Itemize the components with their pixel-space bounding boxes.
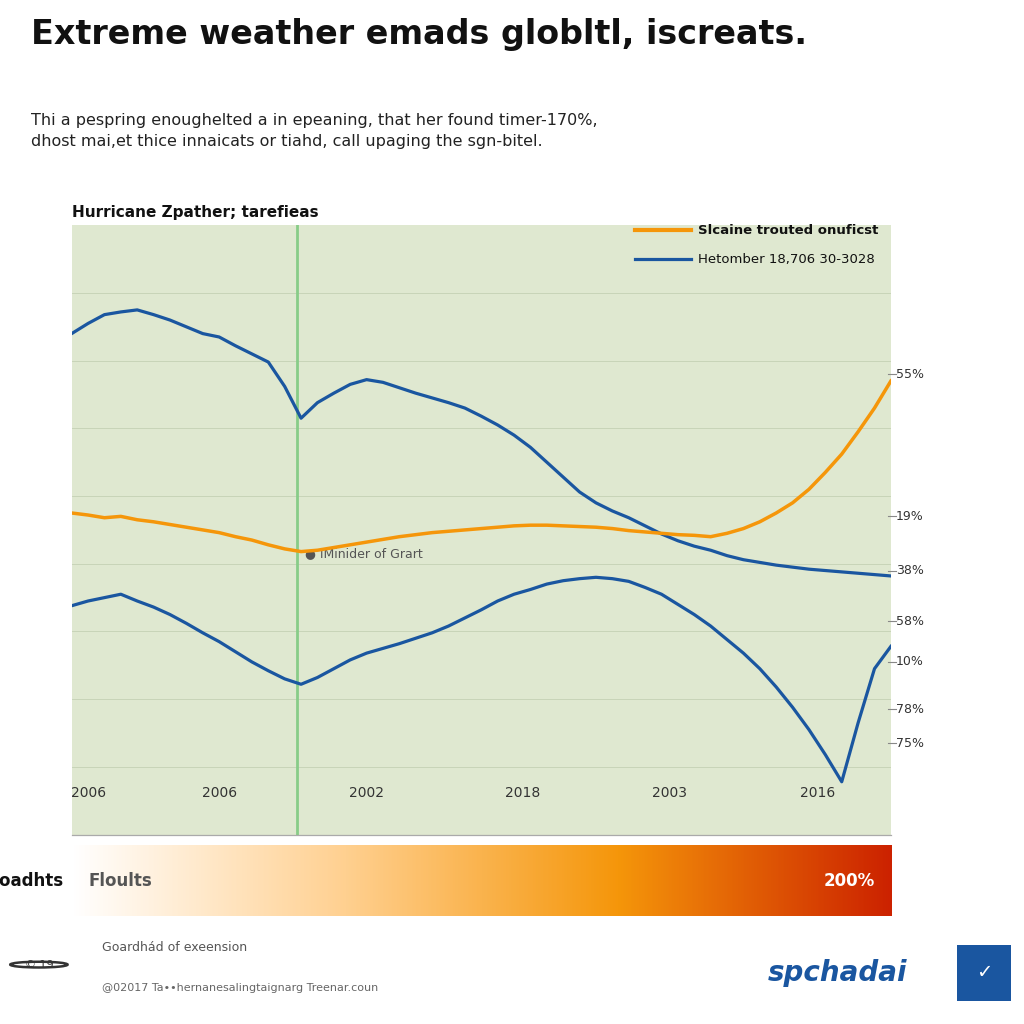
FancyBboxPatch shape: [957, 945, 1011, 1001]
Text: 2002: 2002: [349, 785, 384, 800]
Text: 10%: 10%: [896, 655, 924, 669]
Text: ✓: ✓: [976, 964, 992, 982]
Text: Floults: Floults: [88, 871, 152, 890]
Text: 2018: 2018: [505, 785, 540, 800]
Text: 19%: 19%: [896, 510, 924, 523]
Text: Goardhád of exeension: Goardhád of exeension: [102, 941, 248, 953]
Text: 75%: 75%: [896, 736, 924, 750]
Text: spchadai: spchadai: [768, 958, 907, 987]
Text: 55%: 55%: [896, 368, 924, 381]
Text: Thi a pespring enoughelted a in epeaning, that her found timer-170%,
dhost mai,e: Thi a pespring enoughelted a in epeaning…: [31, 113, 597, 148]
Text: Slcaine trouted onuficst: Slcaine trouted onuficst: [698, 224, 879, 237]
Text: 200%: 200%: [823, 871, 874, 890]
Text: 58%: 58%: [896, 614, 924, 628]
Text: Droadhts: Droadhts: [0, 871, 63, 890]
Text: 2006: 2006: [202, 785, 237, 800]
Text: 38%: 38%: [896, 564, 924, 578]
Text: © 19: © 19: [25, 959, 53, 970]
Text: Extreme weather emads globltl, iscreats.: Extreme weather emads globltl, iscreats.: [31, 18, 807, 51]
Text: 2003: 2003: [652, 785, 687, 800]
Text: 78%: 78%: [896, 702, 924, 716]
Text: 2006: 2006: [71, 785, 105, 800]
Text: Hurricane Zpather; tarefieas: Hurricane Zpather; tarefieas: [72, 205, 318, 220]
Text: @02017 Ta••hernanesalingtaignarg Treenar.coun: @02017 Ta••hernanesalingtaignarg Treenar…: [102, 983, 379, 993]
Text: ● IMinider of Grart: ● IMinider of Grart: [305, 547, 423, 560]
Text: 2016: 2016: [800, 785, 835, 800]
Text: Hetomber 18,706 30-3028: Hetomber 18,706 30-3028: [698, 253, 876, 265]
